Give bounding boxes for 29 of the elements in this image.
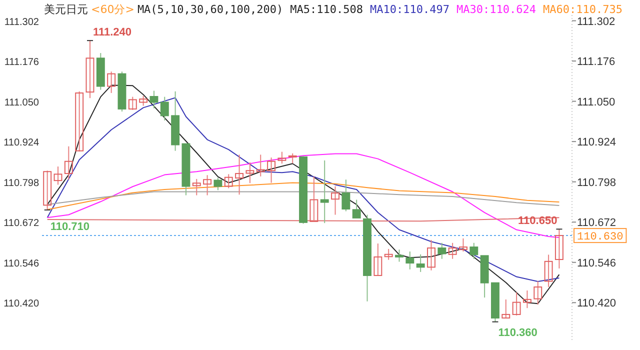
annotation: 111.240: [86, 26, 132, 42]
y-tick-label: 110.798: [4, 178, 40, 189]
y2-tick-label: 111.176: [577, 56, 616, 68]
y2-tick-label: 110.546: [577, 257, 616, 270]
y-tick-label: 110.924: [4, 138, 40, 149]
annotation: 110.710: [44, 209, 90, 233]
annotation: 110.710: [50, 220, 90, 233]
y-tick-label: 111.176: [4, 57, 40, 68]
header: 美元日元 <60分> MA(5,10,30,60,100,200) MA5:110.508 MA10:110.497 MA30:110.624 MA60:110.735: [44, 3, 622, 16]
annotation: 111.240: [92, 26, 132, 39]
line-series: [46, 97, 560, 282]
ref-label: 110.630: [574, 228, 627, 244]
line-series: [46, 182, 560, 210]
y-tick-label: 111.302: [4, 16, 40, 28]
ref-line-label: 110.630: [577, 232, 624, 244]
y-tick-label: 110.420: [4, 298, 40, 310]
y2-tick-label: 110.672: [577, 217, 616, 230]
y-tick-label: 111.050: [4, 97, 40, 108]
y-tick-label: 110.546: [4, 258, 40, 270]
annotation: 110.650: [518, 215, 563, 230]
y-tick-label: 110.672: [4, 218, 40, 230]
y2-tick-label: 110.798: [577, 176, 616, 189]
y2-tick-label: 111.302: [577, 16, 616, 28]
annotation: 110.360: [492, 321, 538, 339]
y2-tick-label: 110.420: [577, 298, 616, 310]
y2-tick-label: 110.924: [577, 136, 616, 149]
annotation: 110.360: [498, 326, 538, 339]
annotation: 110.650: [518, 215, 558, 228]
y2-tick-label: 111.050: [577, 96, 616, 108]
